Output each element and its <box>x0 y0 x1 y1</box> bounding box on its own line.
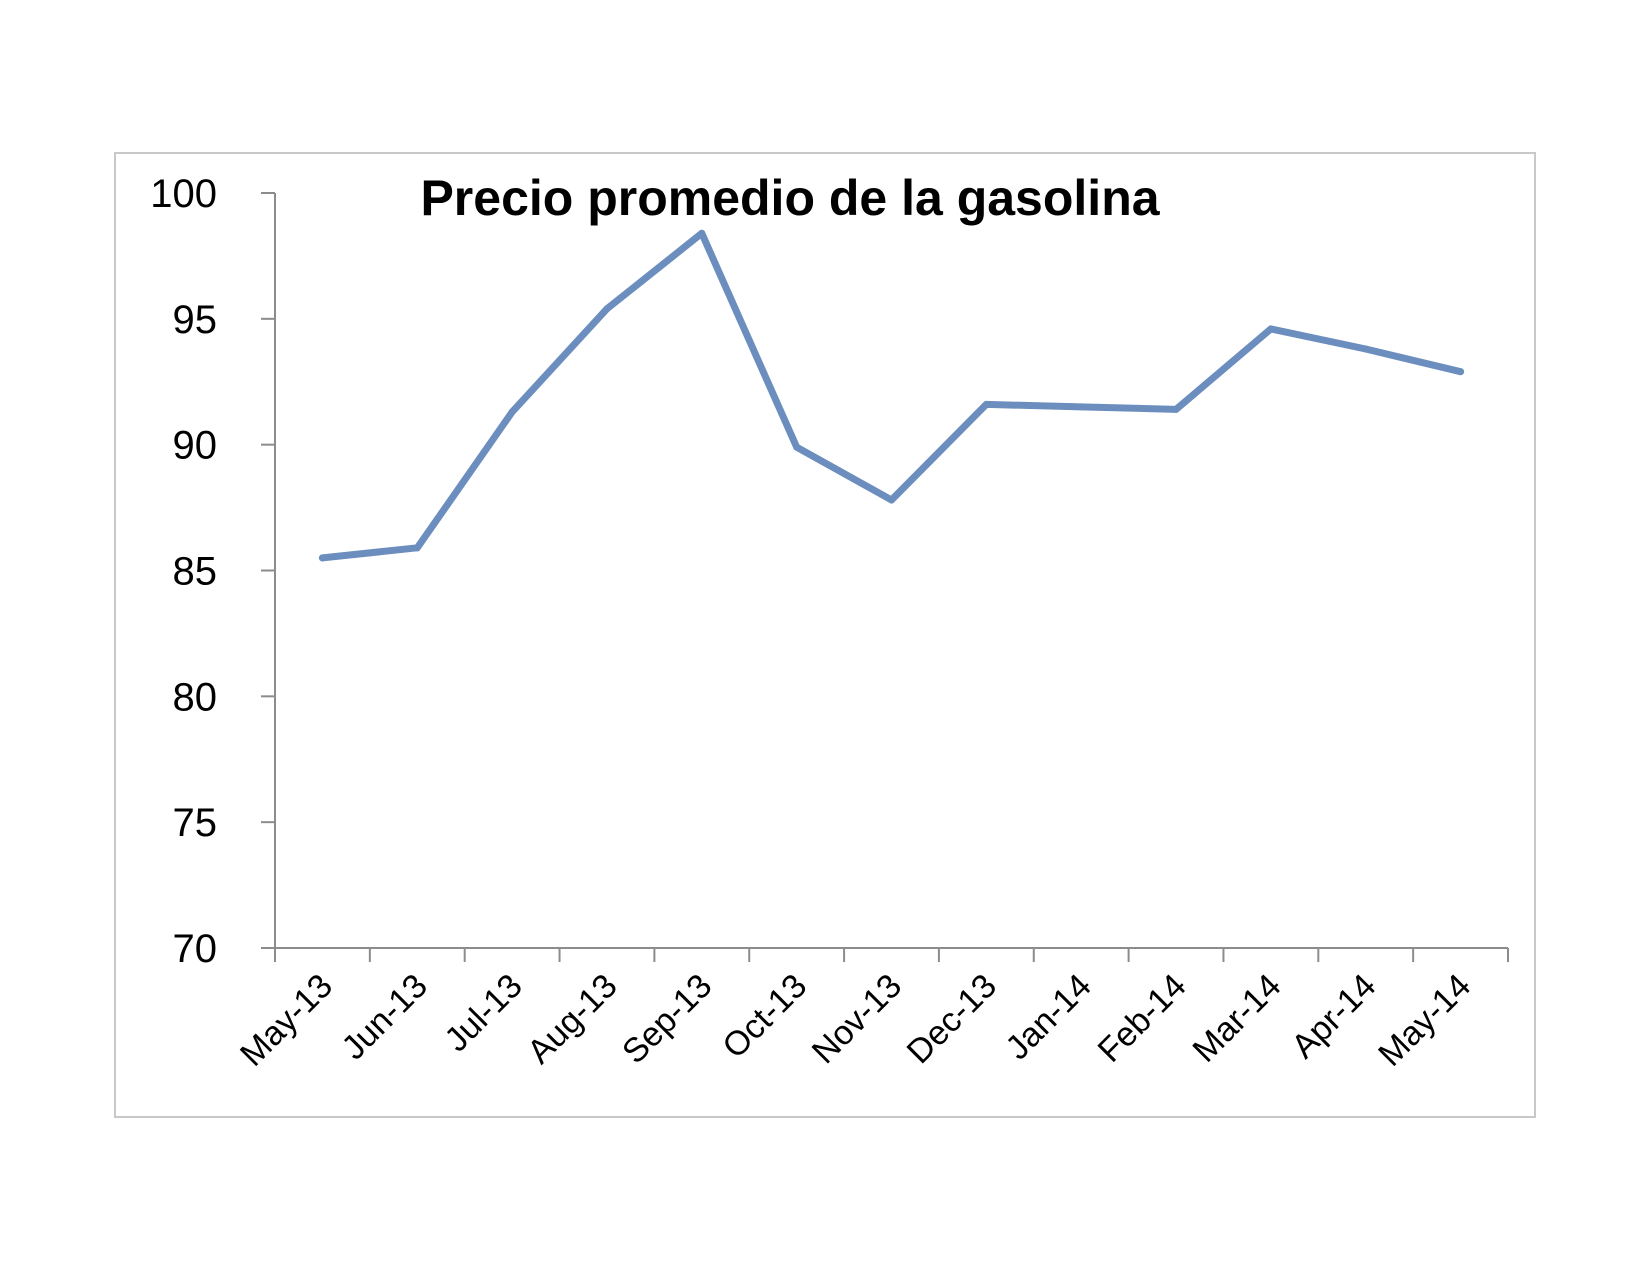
data-point <box>508 408 516 416</box>
x-tick-label: Jul-13 <box>437 967 529 1059</box>
y-tick-label: 70 <box>173 927 218 971</box>
axes <box>274 193 1508 949</box>
x-tick-label: May-14 <box>1371 967 1478 1074</box>
x-tick-label: May-13 <box>233 967 340 1074</box>
data-point <box>698 229 706 237</box>
y-tick-label: 80 <box>173 675 218 719</box>
data-point <box>1457 368 1465 376</box>
data-point <box>413 544 421 552</box>
x-tick-label: Apr-14 <box>1284 967 1383 1066</box>
x-tick-label: Oct-13 <box>715 967 814 1066</box>
x-tick-label: Jan-14 <box>998 967 1098 1067</box>
x-tick-label: Dec-13 <box>900 967 1004 1071</box>
x-tick-label: Nov-13 <box>805 967 909 1071</box>
series-layer <box>318 229 1465 562</box>
y-tick-label: 85 <box>173 550 218 594</box>
y-tick-label: 90 <box>173 424 218 468</box>
x-tick-label: Feb-14 <box>1091 967 1194 1070</box>
y-tick-label: 75 <box>173 801 218 845</box>
chart-frame <box>114 152 1536 1118</box>
data-point <box>982 400 990 408</box>
data-point <box>603 305 611 313</box>
chart-title: Precio promedio de la gasolina <box>420 170 1160 226</box>
data-point <box>1267 325 1275 333</box>
data-point <box>793 443 801 451</box>
data-point <box>1077 403 1085 411</box>
data-point <box>1362 345 1370 353</box>
data-point <box>888 496 895 504</box>
x-tick-label: Mar-14 <box>1186 967 1289 1070</box>
data-point <box>318 554 326 562</box>
y-tick-label: 95 <box>173 298 218 342</box>
series-line <box>318 229 1465 562</box>
y-axis-ticks: 70 75 80 85 90 95 100 <box>150 172 275 971</box>
x-tick-label: Sep-13 <box>615 967 719 1071</box>
x-tick-label: Jun-13 <box>335 967 435 1067</box>
data-point <box>1172 405 1180 413</box>
x-tick-label: Aug-13 <box>520 967 624 1071</box>
y-tick-label: 100 <box>150 172 217 216</box>
